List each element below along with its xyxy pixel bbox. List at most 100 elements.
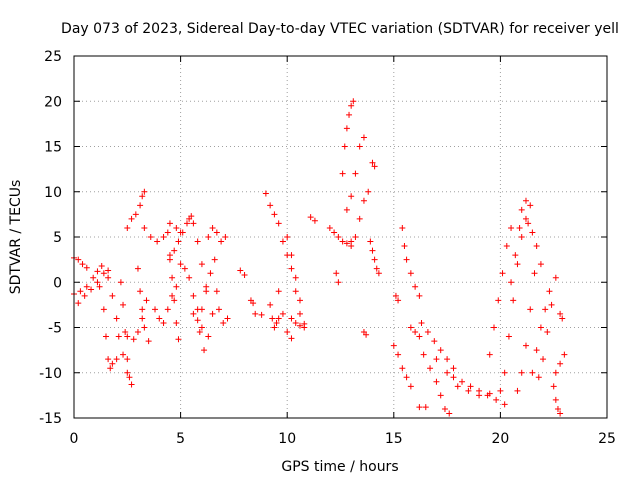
data-point [557, 360, 564, 367]
data-point [288, 315, 295, 322]
data-point [213, 229, 220, 236]
data-point [399, 224, 406, 231]
data-point [522, 215, 529, 222]
data-point [186, 274, 193, 281]
data-point [279, 238, 286, 245]
data-point [416, 333, 423, 340]
data-point [450, 365, 457, 372]
data-point [444, 356, 451, 363]
data-point [275, 220, 282, 227]
data-point [540, 356, 547, 363]
data-point [130, 336, 137, 343]
data-point [403, 374, 410, 381]
data-point [339, 170, 346, 177]
data-point [198, 261, 205, 268]
data-point [109, 292, 116, 299]
data-point [559, 315, 566, 322]
data-point [183, 220, 190, 227]
data-point [416, 404, 423, 411]
data-point [348, 193, 355, 200]
data-point [527, 202, 534, 209]
data-point [427, 365, 434, 372]
data-point [173, 319, 180, 326]
data-point [529, 369, 536, 376]
data-point [90, 274, 97, 281]
data-point [124, 224, 131, 231]
data-point [544, 329, 551, 336]
data-point [333, 270, 340, 277]
data-point [348, 243, 355, 250]
data-point [269, 315, 276, 322]
data-point [94, 279, 101, 286]
data-point [518, 369, 525, 376]
y-tick-label: 25 [44, 49, 62, 65]
data-point [120, 301, 127, 308]
data-point [141, 324, 148, 331]
data-point [292, 319, 299, 326]
data-point [102, 333, 109, 340]
data-point [548, 301, 555, 308]
x-tick-label: 0 [70, 431, 79, 447]
data-point [139, 306, 146, 313]
data-point [83, 264, 90, 271]
data-point [141, 224, 148, 231]
data-point [518, 234, 525, 240]
data-point [152, 306, 159, 313]
data-point [288, 265, 295, 272]
data-point [222, 234, 229, 240]
data-point [156, 315, 163, 322]
data-point [139, 315, 146, 322]
data-point [363, 331, 370, 338]
data-point [113, 356, 120, 363]
data-point [467, 383, 474, 390]
data-point [360, 197, 367, 204]
data-point [279, 310, 286, 317]
data-point [139, 193, 146, 200]
data-point [533, 347, 540, 354]
y-tick-label: 0 [53, 275, 62, 291]
data-point [77, 288, 84, 295]
data-point [134, 265, 141, 272]
data-point [416, 292, 423, 299]
data-point [175, 336, 182, 343]
data-point [371, 163, 378, 170]
data-point [137, 288, 144, 295]
data-point [401, 243, 408, 250]
data-point [292, 274, 299, 281]
x-tick-label: 25 [598, 431, 616, 447]
data-point [107, 365, 114, 372]
y-tick-label: 20 [44, 94, 62, 110]
data-point [252, 310, 259, 317]
data-point [486, 351, 493, 358]
data-point [94, 268, 101, 275]
data-point [154, 238, 161, 245]
y-tick-labels: -15 -10 -5 0 5 10 15 20 25 [39, 49, 62, 427]
data-point [100, 270, 107, 277]
data-point [83, 283, 90, 290]
data-point [437, 347, 444, 354]
data-point [356, 143, 363, 150]
data-point [512, 252, 519, 259]
data-point [557, 410, 564, 417]
data-point [215, 306, 222, 313]
data-point [503, 243, 510, 250]
data-point [211, 256, 218, 263]
data-point [166, 220, 173, 227]
data-point [186, 215, 193, 222]
data-point [403, 256, 410, 263]
data-points [71, 98, 568, 417]
data-point [367, 238, 374, 245]
data-point [201, 347, 208, 354]
data-point [88, 286, 95, 293]
data-point [220, 319, 227, 326]
data-point [250, 300, 257, 307]
data-point [179, 229, 186, 236]
data-point [375, 270, 382, 277]
data-point [271, 211, 278, 218]
data-point [137, 202, 144, 209]
y-tick-label: -15 [39, 411, 62, 427]
data-point [143, 297, 150, 304]
data-point [335, 234, 342, 240]
data-point [352, 170, 359, 177]
